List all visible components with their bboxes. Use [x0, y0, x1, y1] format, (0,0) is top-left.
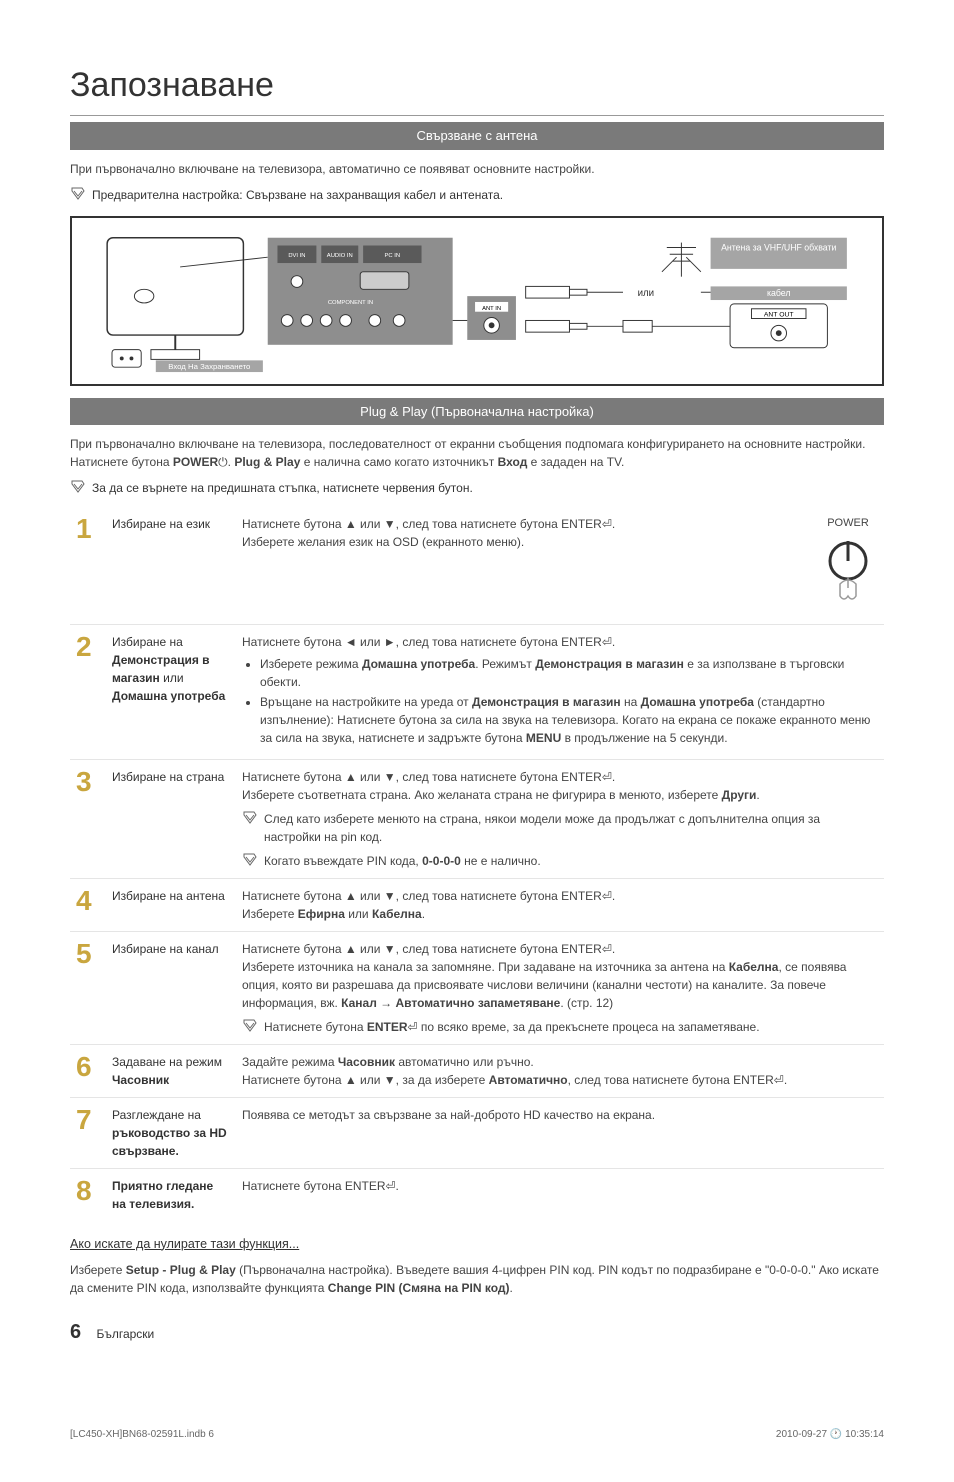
step-desc-2: Натиснете бутона ◄ или ►, след това нати… [236, 624, 884, 759]
svg-text:Антена за VHF/UHF обхвати: Антена за VHF/UHF обхвати [721, 242, 836, 252]
step-row-7: 7 Разглеждане на ръководство за HD свърз… [70, 1097, 884, 1168]
step-row-8: 8 Приятно гледане на телевизия. Натиснет… [70, 1168, 884, 1221]
section2-note: За да се върнете на предишната стъпка, н… [70, 479, 884, 497]
step-title-7: Разглеждане на ръководство за HD свързва… [106, 1097, 236, 1168]
svg-text:Вход На Захранването: Вход На Захранването [168, 362, 250, 371]
step-row-6: 6 Задаване на режим Часовник Задайте реж… [70, 1044, 884, 1097]
step-num-7: 7 [70, 1097, 106, 1168]
step-title-5: Избиране на канал [106, 931, 236, 1044]
section2-note-text: За да се върнете на предишната стъпка, н… [92, 479, 473, 497]
note-icon [70, 479, 86, 495]
note-icon [242, 852, 258, 868]
section1-text: При първоначално включване на телевизора… [70, 160, 884, 178]
footer-right: 2010-09-27 🕐 10:35:14 [776, 1427, 884, 1442]
step5-note1: Натиснете бутона ENTER⏎ по всяко време, … [264, 1018, 760, 1036]
step-num-6: 6 [70, 1044, 106, 1097]
reset-text: Изберете Setup - Plug & Play (Първоначал… [70, 1261, 884, 1297]
svg-text:или: или [638, 288, 655, 299]
connection-diagram: DVI IN AUDIO IN PC IN COMPONENT IN ANT I… [70, 216, 884, 386]
step-num-5: 5 [70, 931, 106, 1044]
power-label: POWER [818, 515, 878, 532]
step-row-3: 3 Избиране на страна Натиснете бутона ▲ … [70, 759, 884, 878]
reset-heading: Ако искате да нулирате тази функция... [70, 1235, 884, 1254]
section-bar-antenna: Свързване с антена [70, 122, 884, 150]
step-title-8: Приятно гледане на телевизия. [106, 1168, 236, 1221]
step-desc-8: Натиснете бутона ENTER⏎. [236, 1168, 884, 1221]
note-icon [242, 1018, 258, 1034]
svg-text:ANT IN: ANT IN [482, 305, 501, 311]
step2-bullet1: Изберете режима Домашна употреба. Режимъ… [260, 655, 878, 691]
section-bar-plugplay: Plug & Play (Първоначална настройка) [70, 398, 884, 426]
step-num-4: 4 [70, 878, 106, 931]
step-desc-4: Натиснете бутона ▲ или ▼, след това нати… [236, 878, 884, 931]
step-desc-3: Натиснете бутона ▲ или ▼, след това нати… [236, 759, 884, 878]
footer-left: [LC450-XH]BN68-02591L.indb 6 [70, 1427, 214, 1442]
svg-text:PC IN: PC IN [385, 253, 401, 259]
step-title-6: Задаване на режим Часовник [106, 1044, 236, 1097]
step-num-3: 3 [70, 759, 106, 878]
step-num-1: 1 [70, 507, 106, 624]
step-num-8: 8 [70, 1168, 106, 1221]
step-title-4: Избиране на антена [106, 878, 236, 931]
step3-note2: Когато въвеждате PIN кода, 0-0-0-0 не е … [264, 852, 541, 870]
step-desc-5: Натиснете бутона ▲ или ▼, след това нати… [236, 931, 884, 1044]
step-title-2: Избиране на Демонстрация в магазин или Д… [106, 624, 236, 759]
svg-text:AUDIO IN: AUDIO IN [327, 253, 353, 259]
step-desc-6: Задайте режима Часовник автоматично или … [236, 1044, 884, 1097]
svg-text:COMPONENT IN: COMPONENT IN [328, 299, 373, 305]
page-footer: [LC450-XH]BN68-02591L.indb 6 2010-09-27 … [70, 1427, 884, 1442]
page-language: Български [96, 1327, 154, 1341]
svg-text:кабел: кабел [767, 288, 790, 298]
power-button-graphic: POWER [818, 515, 878, 616]
step-desc-1: POWER Натиснете бутона ▲ или ▼, след тов… [236, 507, 884, 624]
section1-note-text: Предварителна настройка: Свързване на за… [92, 186, 503, 204]
step-title-1: Избиране на език [106, 507, 236, 624]
note-icon [242, 810, 258, 826]
section1-note: Предварителна настройка: Свързване на за… [70, 186, 884, 204]
step-title-3: Избиране на страна [106, 759, 236, 878]
step2-bullet2: Връщане на настройките на уреда от Демон… [260, 693, 878, 747]
step-num-2: 2 [70, 624, 106, 759]
steps-table: 1 Избиране на език POWER Натиснете бутон… [70, 507, 884, 1221]
note-icon [70, 186, 86, 202]
page-title: Запознаване [70, 60, 884, 116]
svg-text:ANT OUT: ANT OUT [764, 311, 794, 318]
svg-text:DVI IN: DVI IN [288, 253, 305, 259]
page-number: 6 [70, 1321, 81, 1343]
diagram-svg: DVI IN AUDIO IN PC IN COMPONENT IN ANT I… [82, 228, 872, 374]
page-number-row: 6 Български [70, 1317, 884, 1347]
power-icon [818, 536, 878, 611]
step-row-4: 4 Избиране на антена Натиснете бутона ▲ … [70, 878, 884, 931]
step3-note1: След като изберете менюто на страна, няк… [264, 810, 878, 846]
step-row-1: 1 Избиране на език POWER Натиснете бутон… [70, 507, 884, 624]
section2-intro: При първоначално включване на телевизора… [70, 435, 884, 471]
step-row-2: 2 Избиране на Демонстрация в магазин или… [70, 624, 884, 759]
step-desc-7: Появява се методът за свързване за най-д… [236, 1097, 884, 1168]
step-row-5: 5 Избиране на канал Натиснете бутона ▲ и… [70, 931, 884, 1044]
